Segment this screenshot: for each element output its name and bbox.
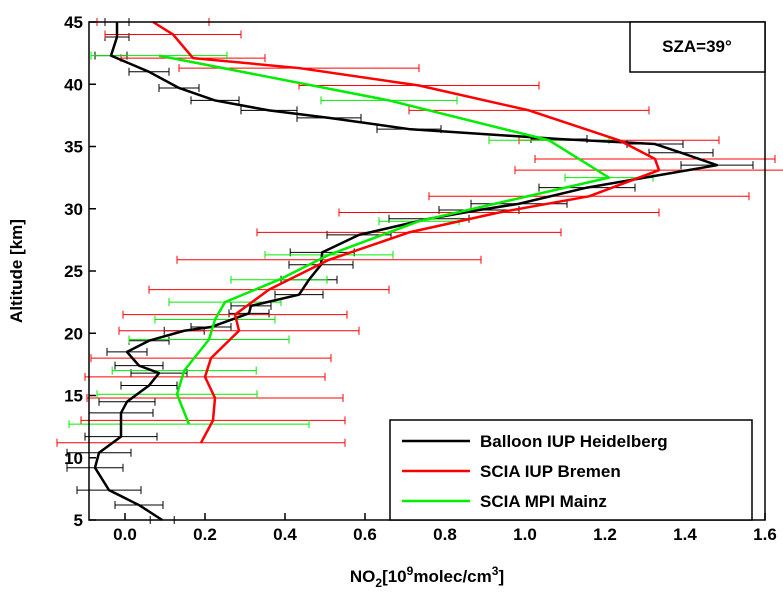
x-title-part: NO xyxy=(350,567,376,586)
x-title-part: molec/cm xyxy=(413,567,491,586)
y-tick-label: 25 xyxy=(64,262,83,281)
x-tick-label: 0.0 xyxy=(113,525,137,544)
legend-label: SCIA MPI Mainz xyxy=(480,492,607,511)
y-tick-label: 40 xyxy=(64,75,83,94)
x-title-sup: 3 xyxy=(492,564,499,578)
x-tick-label: 1.2 xyxy=(593,525,617,544)
legend-label: Balloon IUP Heidelberg xyxy=(480,432,668,451)
x-tick-label: 1.6 xyxy=(753,525,777,544)
y-axis-title: Altitude [km] xyxy=(7,219,26,323)
series-line xyxy=(158,54,611,425)
x-title-part: ] xyxy=(498,567,504,586)
x-tick-label: 0.8 xyxy=(433,525,457,544)
x-tick-label: 1.0 xyxy=(513,525,537,544)
annotation-box xyxy=(629,21,766,73)
x-tick-label: 0.2 xyxy=(193,525,217,544)
annotation: SZA=39° xyxy=(662,37,732,56)
x-tick-label: 1.4 xyxy=(673,525,697,544)
y-tick-label: 20 xyxy=(64,324,83,343)
y-tick-label: 45 xyxy=(64,13,83,32)
y-tick-label: 30 xyxy=(64,200,83,219)
y-tick-label: 10 xyxy=(64,449,83,468)
x-title-sup: 9 xyxy=(407,564,414,578)
x-tick-label: 0.4 xyxy=(273,525,297,544)
x-title-part: [10 xyxy=(382,567,407,586)
x-title-sub: 2 xyxy=(375,576,382,590)
y-tick-label: 5 xyxy=(74,511,83,530)
x-tick-label: 0.6 xyxy=(353,525,377,544)
x-axis-title: NO2[109molec/cm3] xyxy=(350,564,504,590)
y-tick-label: 15 xyxy=(64,387,83,406)
series-line xyxy=(152,20,661,444)
legend-label: SCIA IUP Bremen xyxy=(480,462,621,481)
y-tick-label: 35 xyxy=(64,138,83,157)
